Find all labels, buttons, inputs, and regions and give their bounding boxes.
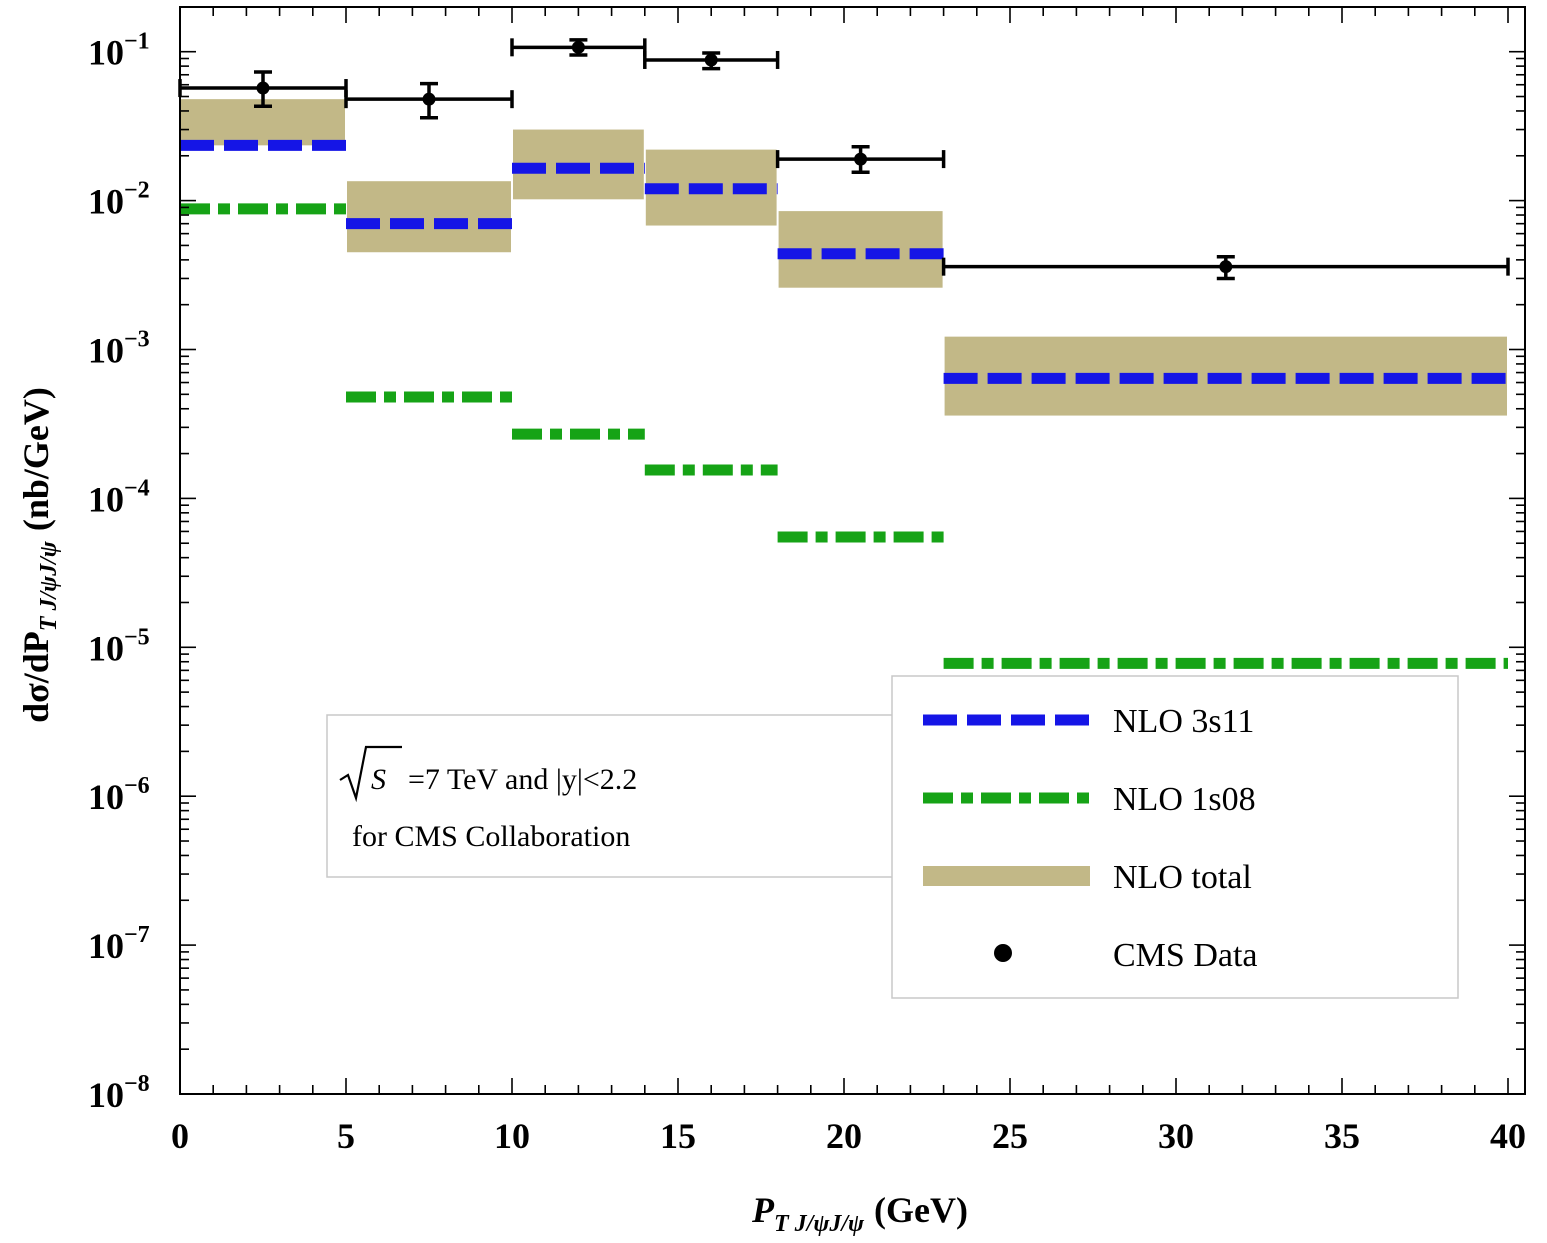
annotation-box: S =7 TeV and |y|<2.2 for CMS Collaborati…: [326, 714, 901, 878]
x-tick-label-6: 30: [1158, 1116, 1194, 1156]
y-tick-label-2: 10−3: [88, 327, 150, 371]
x-tick-label-5: 25: [992, 1116, 1028, 1156]
y-axis-title-main: dσ/dP: [16, 631, 56, 723]
annotation-symbol: S: [371, 763, 386, 796]
y-tick-label-exponent: −1: [124, 29, 150, 55]
x-tick-label-7: 35: [1324, 1116, 1360, 1156]
data-point-0: [256, 81, 270, 95]
x-tick-label-2: 10: [494, 1116, 530, 1156]
y-tick-label-4: 10−5: [88, 624, 150, 668]
y-tick-label-exponent: −6: [124, 773, 150, 799]
data-point-5: [1219, 260, 1233, 274]
nlo-lines: [180, 139, 1508, 669]
x-tick-label-0: 0: [171, 1116, 189, 1156]
legend-swatch-cms-data: [994, 944, 1012, 962]
data-point-3: [704, 53, 718, 67]
y-axis-title: dσ/dPT J/ψJ/ψ (nb/GeV): [16, 387, 62, 723]
y-tick-label-base: 10: [88, 331, 124, 371]
band-bin-1: [347, 181, 511, 253]
x-tick-label-1: 5: [337, 1116, 355, 1156]
data-point-1: [422, 92, 436, 106]
x-tick-label-8: 40: [1490, 1116, 1526, 1156]
x-tick-label-4: 20: [826, 1116, 862, 1156]
y-tick-label-6: 10−7: [88, 922, 150, 966]
axis-tick-labels: 0 5 10 15 20 25 30 35 4010−110−210−310−410−510−6…: [88, 29, 1526, 1156]
y-tick-label-5: 10−6: [88, 773, 150, 817]
y-tick-label-1: 10−2: [88, 178, 150, 222]
y-tick-label-base: 10: [88, 628, 124, 668]
x-axis-title-main: P: [751, 1190, 775, 1230]
y-tick-label-base: 10: [88, 926, 124, 966]
y-tick-label-exponent: −5: [124, 624, 150, 650]
legend-swatch-nlo-total: [923, 866, 1090, 886]
legend-label-nlo-1s08: NLO 1s08: [1113, 781, 1256, 818]
legend-label-cms-data: CMS Data: [1113, 937, 1258, 974]
y-tick-label-base: 10: [88, 777, 124, 817]
x-axis-title: PT J/ψJ/ψ (GeV): [751, 1190, 968, 1237]
data-point-4: [854, 152, 868, 166]
data-point-2: [571, 40, 585, 54]
y-axis-title-subscript: T J/ψJ/ψ: [36, 540, 62, 631]
y-axis-title-unit: (nb/GeV): [16, 387, 56, 531]
y-tick-label-base: 10: [88, 33, 124, 73]
y-tick-label-base: 10: [88, 479, 124, 519]
y-tick-label-exponent: −7: [124, 922, 150, 948]
x-axis-title-unit: (GeV): [874, 1190, 968, 1230]
y-tick-label-7: 10−8: [88, 1071, 150, 1115]
x-tick-label-3: 15: [660, 1116, 696, 1156]
y-tick-label-exponent: −2: [124, 178, 150, 204]
plot-border: [179, 6, 1526, 1095]
y-tick-label-exponent: −3: [124, 327, 150, 353]
legend: NLO 3s11 NLO 1s08 NLO total CMS Data: [891, 675, 1459, 999]
axis-ticks: [179, 7, 1525, 1095]
legend-label-nlo-total: NLO total: [1113, 859, 1252, 896]
plot-frame: [179, 6, 1526, 1095]
x-axis-title-subscript: T J/ψJ/ψ: [774, 1211, 865, 1237]
cms-data-points: [178, 38, 1510, 281]
y-tick-label-exponent: −8: [124, 1071, 150, 1097]
annotation-line1: =7 TeV and |y|<2.2: [408, 763, 637, 796]
annotation-line2: for CMS Collaboration: [352, 820, 630, 853]
sqrt-symbol: [339, 745, 402, 803]
y-tick-label-base: 10: [88, 182, 124, 222]
legend-label-nlo-3s11: NLO 3s11: [1113, 703, 1254, 740]
y-tick-label-0: 10−1: [88, 29, 150, 73]
y-tick-label-3: 10−4: [88, 475, 150, 519]
y-tick-label-exponent: −4: [124, 475, 150, 501]
y-tick-label-base: 10: [88, 1075, 124, 1115]
